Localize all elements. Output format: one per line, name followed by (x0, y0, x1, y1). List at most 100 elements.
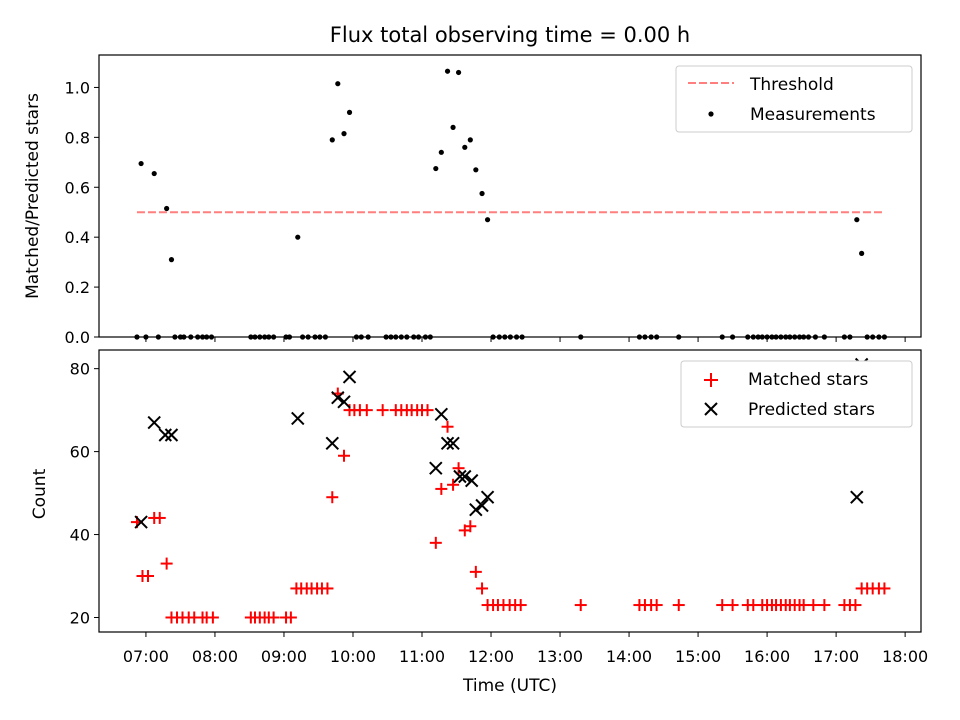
measurement-point (462, 144, 468, 150)
matched-star-point (421, 404, 434, 417)
measurement-point (335, 81, 341, 87)
top-legend: Threshold Measurements (675, 65, 913, 133)
legend-matched-label: Matched stars (748, 370, 868, 390)
matched-star-point (476, 582, 489, 595)
matched-star-point (818, 599, 831, 612)
xtick-label: 18:00 (882, 647, 928, 666)
bottom-ytick-label: 40 (70, 526, 90, 545)
measurement-point (455, 69, 462, 76)
bottom-ytick-label: 60 (70, 443, 90, 462)
matched-star-point (807, 599, 820, 612)
measurement-point (168, 257, 175, 263)
xtick-label: 14:00 (606, 647, 652, 666)
measurement-point (329, 137, 335, 143)
matched-star-point (360, 404, 373, 417)
xtick-label: 15:00 (675, 647, 721, 666)
measurement-point (341, 131, 347, 137)
predicted-star-point (342, 370, 357, 384)
predicted-star-point (475, 498, 489, 513)
matched-star-point (447, 478, 460, 491)
measurement-point (450, 124, 456, 130)
bottom-y-axis-label: Count (30, 468, 50, 519)
predicted-star-point (850, 490, 864, 504)
matched-star-point (452, 462, 465, 475)
xtick-label: 07:00 (123, 647, 169, 666)
matched-star-point (429, 536, 442, 549)
predicted-star-point (291, 411, 305, 426)
measurement-point (138, 160, 144, 167)
bottom-legend: Matched stars Predicted stars (680, 360, 913, 428)
measurement-point (151, 170, 157, 177)
measurement-point (295, 234, 301, 240)
predicted-star-point (429, 461, 443, 475)
matched-star-point (326, 491, 339, 504)
matched-star-point (284, 611, 297, 624)
matched-star-point (321, 582, 334, 595)
top-ytick-label: 1.0 (65, 78, 90, 97)
matched-star-point (672, 599, 685, 612)
predicted-star-point (453, 469, 467, 484)
bottom-ytick-label: 80 (70, 360, 90, 379)
bottom-panel: 20 40 60 80 07:00 08:00 09:00 10:00 11:00 12:00 1… (30, 349, 928, 696)
matched-star-point (464, 520, 477, 533)
measurement-point (479, 190, 485, 197)
xtick-label: 09:00 (261, 647, 307, 666)
matched-star-point (716, 599, 729, 612)
legend-threshold-label: Threshold (749, 75, 834, 95)
x-axis-label: Time (UTC) (462, 676, 557, 696)
matched-star-point (574, 599, 587, 612)
bottom-legend-frame (680, 360, 913, 428)
top-legend-frame (675, 65, 913, 133)
count-points (130, 357, 891, 624)
xtick-label: 12:00 (468, 647, 514, 666)
measurement-point (164, 205, 170, 212)
matched-star-point (267, 611, 280, 624)
predicted-star-point (164, 428, 179, 442)
measurement-point (433, 165, 439, 172)
matched-star-point (206, 611, 219, 624)
top-y-axis-label: Matched/Predicted stars (23, 93, 43, 299)
matched-star-point (469, 565, 482, 578)
measurement-point (444, 68, 451, 74)
predicted-star-point (147, 415, 161, 430)
chart-title: Flux total observing time = 0.00 h (330, 23, 690, 47)
measurement-point (859, 250, 865, 256)
legend-matched-swatch (704, 373, 718, 387)
predicted-star-point (158, 428, 172, 442)
xtick-label: 16:00 (744, 647, 790, 666)
measurement-point (438, 149, 444, 155)
matched-star-point (441, 420, 454, 433)
predicted-star-point (134, 515, 148, 529)
xtick-label: 08:00 (192, 647, 238, 666)
bottom-plot-frame (98, 349, 922, 633)
top-ytick-label: 0.6 (65, 178, 90, 197)
matched-star-point (726, 599, 739, 612)
xtick-label: 11:00 (399, 647, 445, 666)
xtick-label: 13:00 (537, 647, 583, 666)
top-ytick-label: 0.0 (65, 328, 90, 347)
predicted-star-point (458, 469, 472, 484)
matched-star-point (142, 570, 155, 583)
matched-star-point (338, 449, 351, 462)
legend-predicted-label: Predicted stars (748, 400, 875, 420)
bottom-ytick-label: 20 (70, 608, 90, 627)
matched-star-point (435, 482, 448, 495)
measurement-point (484, 217, 491, 223)
top-ytick-label: 0.2 (65, 278, 90, 297)
measurement-point (473, 167, 479, 173)
matched-star-point (153, 511, 166, 524)
top-ytick-label: 0.8 (65, 128, 90, 147)
matched-star-point (514, 599, 527, 612)
top-ytick-label: 0.4 (65, 228, 90, 247)
bottom-x-ticks: 07:00 08:00 09:00 10:00 11:00 12:00 13:00 14:00… (123, 632, 928, 666)
top-x-ticks (145, 337, 906, 342)
legend-measurement-label: Measurements (750, 105, 876, 125)
predicted-star-point (337, 395, 351, 409)
matched-star-point (878, 582, 891, 595)
measurement-point (854, 217, 860, 223)
matched-star-point (650, 599, 663, 612)
top-panel: 0.0 0.2 0.4 0.6 0.8 1.0 Matched/Predicted sta… (23, 54, 922, 347)
top-plot-frame (98, 54, 922, 338)
matched-star-point (376, 404, 389, 417)
